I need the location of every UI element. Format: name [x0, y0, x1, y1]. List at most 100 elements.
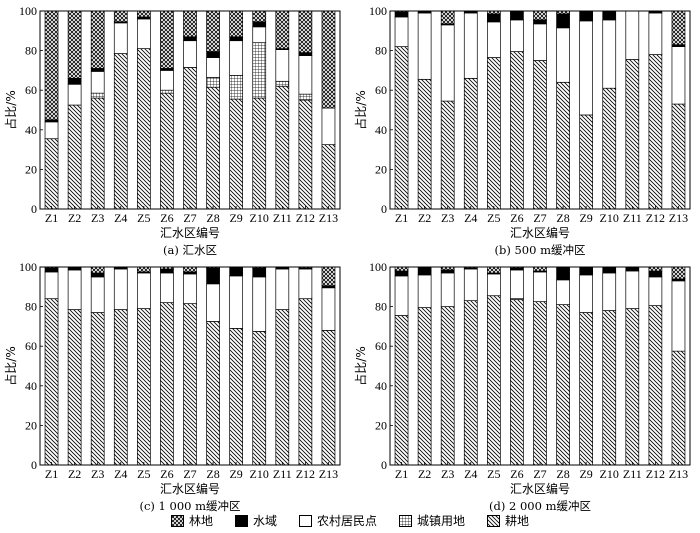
bar-segment-urban	[229, 74, 244, 100]
bar-segment-cropland	[183, 303, 197, 466]
bar-segment-rural	[136, 272, 151, 309]
urban-swatch-icon	[399, 514, 412, 527]
bar-segment-cropland	[648, 54, 663, 210]
bar-segment-water	[648, 270, 663, 278]
legend-item-cropland: 耕地	[487, 512, 529, 529]
bar-segment-rural	[206, 57, 220, 78]
x-tick-label: Z8	[206, 467, 219, 481]
bar-segment-rural	[275, 49, 290, 82]
legend-item-urban: 城镇用地	[399, 512, 465, 529]
bar-segment-water	[510, 10, 524, 21]
bar-segment-urban	[206, 76, 220, 88]
bar-segment-rural	[321, 287, 336, 331]
x-tick-label: Z2	[68, 211, 81, 225]
panel-a-catchment: Z1 Z2 Z3 Z4 Z5 Z6 Z7 Z8 Z9 Z10 Z11 Z12 Z13 0 20 40 60 80 1…	[3, 4, 341, 257]
cropland-swatch-icon	[487, 514, 501, 527]
plot-frame	[389, 10, 691, 210]
panel-c-1000m-buffer: Z1 Z2 Z3 Z4 Z5 Z6 Z7 Z8 Z9 Z10 Z11 Z12 Z13 0 20 40 60 80 1…	[3, 260, 341, 513]
bar-segment-forest	[298, 10, 313, 53]
bar-segment-cropland	[67, 104, 82, 210]
bar-segment-cropland	[275, 309, 290, 466]
x-tick-label: Z12	[296, 467, 315, 481]
y-tick-label: 60	[375, 339, 387, 353]
bar-segment-rural	[90, 276, 105, 313]
bar-segment-rural	[90, 71, 105, 94]
y-tick-label: 40	[25, 123, 37, 137]
bar-segment-rural	[440, 272, 455, 307]
bar-segment-water	[394, 11, 409, 18]
bar-segment-cropland	[252, 330, 267, 466]
bar-segment-rural	[556, 27, 570, 83]
x-tick-label: Z1	[45, 211, 58, 225]
bar-segment-rural	[602, 19, 617, 89]
bar-segment-water	[440, 269, 455, 274]
x-axis-label: 汇水区编号	[510, 225, 570, 240]
y-tick-label: 20	[375, 162, 387, 176]
bar-segment-cropland	[602, 310, 617, 466]
water-swatch-icon	[234, 514, 248, 527]
bar-segment-water	[252, 267, 267, 278]
x-tick-label: Z10	[250, 467, 269, 481]
bar-segment-cropland	[510, 51, 524, 210]
x-tick-label: Z4	[114, 211, 127, 225]
bar-segment-forest	[533, 266, 547, 272]
bar-segment-cropland	[394, 315, 409, 466]
y-tick-label: 80	[375, 300, 387, 314]
bar-segment-cropland	[206, 321, 220, 466]
y-tick-label: 60	[25, 339, 37, 353]
x-tick-label: Z5	[137, 211, 150, 225]
bar-segment-rural	[417, 274, 432, 308]
bar-segment-water	[556, 266, 570, 281]
y-tick-label: 60	[25, 83, 37, 97]
x-tick-label: Z8	[206, 211, 219, 225]
bar-segment-forest	[206, 10, 220, 52]
x-tick-label: Z5	[137, 467, 150, 481]
y-tick-label: 0	[381, 458, 387, 472]
bar-segment-cropland	[136, 48, 151, 210]
bar-segment-cropland	[394, 46, 409, 210]
x-tick-label: Z13	[319, 467, 338, 481]
bar-segment-forest	[160, 10, 174, 69]
bar-segment-cropland	[67, 309, 82, 466]
bar-segment-cropland	[533, 60, 547, 210]
bar-segment-cropland	[298, 99, 313, 210]
bar-segment-water	[625, 266, 640, 272]
bar-segment-forest	[252, 10, 267, 23]
x-tick-label: Z9	[579, 211, 592, 225]
bar-segment-cropland	[533, 301, 547, 466]
bar-segment-cropland	[486, 57, 501, 210]
bar-segment-cropland	[648, 305, 663, 466]
bar-segment-cropland	[229, 98, 244, 210]
x-tick-label: Z11	[623, 211, 642, 225]
bar-segment-rural	[510, 269, 524, 300]
bar-segment-cropland	[440, 306, 455, 466]
y-tick-label: 100	[369, 260, 387, 274]
x-tick-label: Z6	[160, 211, 173, 225]
x-tick-label: Z7	[533, 467, 546, 481]
bar-segment-forest	[440, 10, 455, 25]
bar-segment-cropland	[556, 81, 570, 210]
bar-segment-forest	[648, 266, 663, 272]
bar-segment-rural	[533, 23, 547, 61]
x-tick-label: Z13	[319, 211, 338, 225]
bar-segment-rural	[579, 20, 594, 116]
panel-d-2000m-buffer: Z1 Z2 Z3 Z4 Z5 Z6 Z7 Z8 Z9 Z10 Z11 Z12 Z13 0 20 40 60 80 1…	[353, 260, 691, 513]
bar-segment-forest	[67, 10, 82, 79]
x-tick-label: Z5	[487, 211, 500, 225]
bar-segment-cropland	[625, 308, 640, 466]
bar-segment-rural	[602, 272, 617, 311]
legend-item-water: 水域	[234, 512, 277, 529]
x-tick-label: Z1	[395, 467, 408, 481]
bar-segment-rural	[113, 22, 128, 54]
legend-label: 农村居民点	[316, 514, 377, 528]
y-tick-label: 80	[25, 300, 37, 314]
panel-caption: (a) 汇水区	[163, 243, 217, 257]
bar-segment-rural	[625, 270, 640, 309]
bar-segment-water	[252, 21, 267, 28]
bar-segment-rural	[321, 107, 336, 145]
bar-segment-forest	[136, 266, 151, 273]
bar-segment-forest	[671, 10, 686, 46]
bar-segment-urban	[298, 93, 313, 101]
bar-segment-water	[579, 10, 594, 22]
bar-segment-forest	[136, 10, 151, 18]
